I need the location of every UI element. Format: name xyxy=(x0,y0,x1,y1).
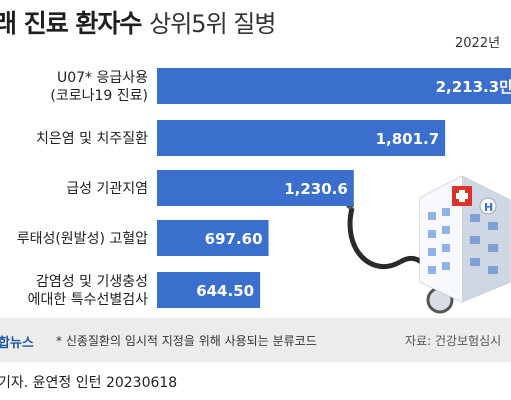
svg-text:H: H xyxy=(484,201,493,214)
brand-logo: 합뉴스 xyxy=(0,336,34,351)
source-note: 자료: 건강보험심시 xyxy=(405,334,502,348)
hospital-building-icon: H xyxy=(419,175,511,303)
value-label-4: 697.60 xyxy=(205,230,263,248)
chart-title: 래 진료 환자수 상위5위 질병 xyxy=(0,4,276,40)
value-label-2: 1,801.7 xyxy=(376,130,440,148)
bar-chart: H 2,213.3만 U07* 응급사용 (코로나19 진료) 1,801.7 치은염 … xyxy=(17,68,511,314)
category-label-1: U07* 응급사용 (코로나19 진료) xyxy=(50,70,148,104)
bar-3 xyxy=(157,170,354,206)
bar-5 xyxy=(157,272,261,308)
credit-line: 기자. 윤연정 인턴 20230618 xyxy=(0,375,178,391)
value-label-3: 1,230.6 xyxy=(284,180,348,198)
value-label-5: 644.50 xyxy=(196,282,254,300)
category-label-5: 감염성 및 기생충성 에대한 특수선별검사 xyxy=(28,274,148,308)
value-label-1: 2,213.3만 xyxy=(436,78,511,96)
category-label-4: 루태성(원발성) 고혈압 xyxy=(17,231,148,247)
category-label-2: 치은염 및 치주질환 xyxy=(36,131,148,147)
category-label-3: 급성 기관지염 xyxy=(66,181,148,197)
footnote: * 신종질환의 임시적 지정을 위해 사용되는 분류코드 xyxy=(56,334,317,348)
title-sub: 상위5위 질병 xyxy=(149,10,276,38)
footer-bar xyxy=(0,318,511,362)
bar-1 xyxy=(157,68,511,104)
title-main: 래 진료 환자수 xyxy=(0,9,142,38)
hospital-illustration: H xyxy=(346,175,511,314)
bar-4 xyxy=(157,220,269,256)
bar-2 xyxy=(157,120,446,156)
year-label: 2022년 xyxy=(455,36,501,51)
